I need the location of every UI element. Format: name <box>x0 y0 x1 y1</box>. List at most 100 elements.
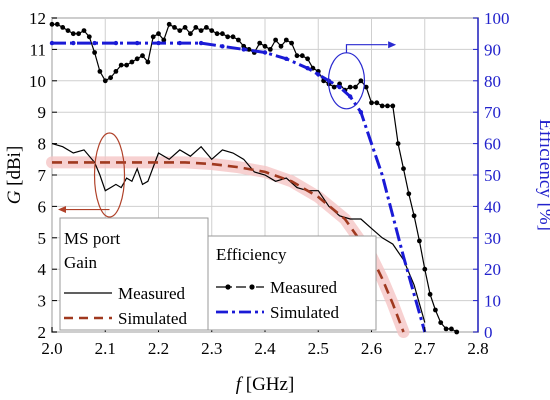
legend-gain: MS port Gain Measured Simulated <box>59 217 209 331</box>
efficiency-simulated-point <box>262 50 268 55</box>
x-tick-label: 2.1 <box>95 339 116 358</box>
y-left-tick-label: 6 <box>38 197 47 216</box>
legend-efficiency-title: Efficiency <box>216 245 287 264</box>
efficiency-measured-point <box>76 31 81 37</box>
efficiency-measured-point <box>422 266 428 272</box>
efficiency-measured-point <box>65 28 71 33</box>
efficiency-measured-point <box>177 28 183 33</box>
efficiency-simulated-point <box>284 56 289 61</box>
efficiency-annotation-ellipse <box>327 52 366 110</box>
efficiency-simulated-point <box>348 94 353 99</box>
efficiency-measured-point <box>257 40 263 46</box>
efficiency-measured-point <box>241 43 247 49</box>
x-tick-label: 2.5 <box>308 339 329 358</box>
legend-efficiency-measured-marker-1 <box>225 284 231 290</box>
efficiency-measured-point <box>124 62 129 68</box>
y-right-tick-label: 100 <box>484 9 510 28</box>
efficiency-measured-point <box>150 34 156 40</box>
efficiency-simulated-point <box>135 40 140 46</box>
efficiency-simulated-point <box>241 47 246 52</box>
legend-gain-simulated-label: Simulated <box>118 309 187 328</box>
efficiency-measured-point <box>395 141 401 147</box>
x-axis-symbol: f <box>236 374 244 395</box>
efficiency-measured-point <box>246 47 252 52</box>
efficiency-measured-point <box>390 103 396 109</box>
x-axis-title: f [GHz] <box>236 374 295 395</box>
efficiency-measured-point <box>273 37 278 43</box>
efficiency-measured-point <box>118 62 124 68</box>
efficiency-measured-point <box>129 59 135 65</box>
efficiency-measured-point <box>70 31 76 37</box>
efficiency-measured-point <box>214 31 220 37</box>
efficiency-measured-point <box>225 34 231 40</box>
efficiency-measured-point <box>305 56 310 62</box>
efficiency-measured-point <box>92 50 97 55</box>
x-tick-label: 2.3 <box>201 339 222 358</box>
efficiency-measured-point <box>236 37 241 43</box>
efficiency-simulated-point <box>113 40 119 46</box>
x-axis-unit: [GHz] <box>241 374 294 395</box>
y-left-tick-label: 11 <box>30 40 46 59</box>
y-left-axis-symbol: G <box>4 190 25 204</box>
efficiency-measured-point <box>369 100 374 106</box>
efficiency-simulated-point <box>358 110 364 115</box>
efficiency-measured-point <box>331 84 337 90</box>
y-right-tick-label: 60 <box>484 135 501 154</box>
efficiency-measured-point <box>113 69 119 74</box>
efficiency-measured-point <box>97 69 103 74</box>
y-right-tick-label: 90 <box>484 40 501 59</box>
efficiency-simulated-point <box>220 44 225 49</box>
efficiency-measured-point <box>427 291 433 297</box>
efficiency-measured-point <box>188 31 193 37</box>
legend-efficiency: Efficiency Measured Simulated <box>207 235 377 331</box>
efficiency-measured-point <box>358 78 364 84</box>
y-left-tick-label: 5 <box>38 229 47 248</box>
efficiency-measured-point <box>182 25 188 30</box>
efficiency-measured-point <box>406 191 412 197</box>
series-line-2 <box>52 161 405 333</box>
efficiency-measured-point <box>172 25 177 30</box>
efficiency-measured-point <box>54 21 60 27</box>
efficiency-measured-point <box>81 28 87 33</box>
y-right-tick-label: 0 <box>484 323 493 342</box>
efficiency-measured-point <box>443 326 449 332</box>
efficiency-measured-point <box>262 43 268 49</box>
efficiency-measured-point <box>294 53 300 59</box>
efficiency-annotation-arrow <box>345 44 388 53</box>
efficiency-measured-point <box>433 307 438 313</box>
efficiency-measured-point <box>454 329 460 335</box>
y-left-tick-label: 12 <box>29 9 46 28</box>
legend-gain-title-line1: MS port <box>64 229 120 248</box>
efficiency-measured-point <box>193 25 199 30</box>
efficiency-measured-point <box>204 25 209 30</box>
efficiency-measured-point <box>156 31 161 37</box>
y-right-tick-label: 70 <box>484 103 501 122</box>
ticks: 2.0 2.1 2.2 2.3 2.4 2.5 2.6 2.7 2.8 2 3 4 5 6 7 8 9 10 11 1… <box>29 9 510 358</box>
efficiency-annotation-arrowhead <box>388 41 397 49</box>
efficiency-measured-point <box>49 21 55 27</box>
legend-efficiency-simulated-label: Simulated <box>270 303 339 322</box>
legend-efficiency-measured-marker-2 <box>249 284 255 290</box>
y-left-tick-label: 7 <box>38 166 47 185</box>
y-right-tick-label: 30 <box>484 229 501 248</box>
efficiency-measured-point <box>374 100 380 106</box>
gain-annotation-arrowhead <box>58 206 66 214</box>
efficiency-simulated-point <box>198 40 204 46</box>
efficiency-measured-point <box>379 103 385 109</box>
legend-efficiency-measured-label: Measured <box>270 278 338 297</box>
efficiency-simulated-point <box>156 40 161 46</box>
y-right-tick-label: 80 <box>484 72 501 91</box>
legend-gain-box <box>59 217 209 331</box>
y-right-tick-label: 40 <box>484 197 501 216</box>
efficiency-measured-point <box>209 28 215 33</box>
efficiency-measured-point <box>198 28 204 33</box>
x-tick-label: 2.7 <box>414 339 436 358</box>
x-tick-label: 2.0 <box>41 339 62 358</box>
efficiency-measured-point <box>449 326 454 332</box>
legend-gain-measured-label: Measured <box>118 284 186 303</box>
legend-gain-title-line2: Gain <box>64 253 98 272</box>
efficiency-measured-point <box>363 84 369 90</box>
efficiency-measured-point <box>86 34 92 40</box>
efficiency-measured-point <box>353 84 358 90</box>
